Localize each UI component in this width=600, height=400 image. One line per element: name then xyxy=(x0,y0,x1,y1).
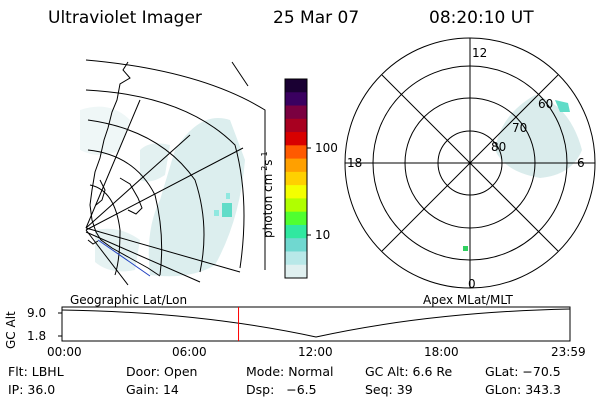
geographic-panel-label: Geographic Lat/Lon xyxy=(70,293,188,307)
colorbar-stripe xyxy=(285,198,307,213)
colorbar-tick-10: 10 xyxy=(315,228,331,242)
colorbar-stripe xyxy=(285,211,307,226)
colorbar-stripe xyxy=(285,171,307,186)
mlat-label-70: 70 xyxy=(512,121,528,135)
status-filter: Flt: LBHL xyxy=(8,364,64,379)
status-gain: Gain: 14 xyxy=(126,382,179,397)
status-mode: Mode: Normal xyxy=(246,364,334,379)
colorbar-stripe xyxy=(285,158,307,173)
time-tick-2359: 23:59 xyxy=(551,345,586,359)
colorbar-tick-100: 100 xyxy=(315,141,338,155)
observation-date: 25 Mar 07 xyxy=(273,8,360,28)
emission-highlights-left xyxy=(214,193,232,217)
colorbar-stripe xyxy=(285,118,307,133)
status-glat: GLat: −70.5 xyxy=(485,364,561,379)
colorbar-stripe xyxy=(285,238,307,252)
mlt-label-18: 18 xyxy=(347,156,363,170)
polar-plot xyxy=(344,37,596,289)
altitude-tick-low: 1.8 xyxy=(27,329,47,343)
altitude-axis-label: GC Alt xyxy=(4,311,18,349)
colorbar-stripe xyxy=(285,224,307,239)
mlt-label-6: 6 xyxy=(577,156,585,170)
auroral-emission-left xyxy=(80,106,245,277)
instrument-title: Ultraviolet Imager xyxy=(48,8,202,28)
colorbar-stripe xyxy=(285,132,307,146)
observation-time: 08:20:10 UT xyxy=(429,8,534,28)
apex-panel-label: Apex MLat/MLT xyxy=(423,293,513,307)
mlat-label-60: 60 xyxy=(538,97,554,111)
colorbar xyxy=(284,78,311,279)
time-tick-0000: 00:00 xyxy=(47,345,82,359)
status-ip: IP: 36.0 xyxy=(8,382,56,397)
status-dsp: Dsp: −6.5 xyxy=(246,382,317,397)
mlat-label-80: 80 xyxy=(491,140,507,154)
status-glon: GLon: 343.3 xyxy=(485,382,561,397)
altitude-tick-high: 9.0 xyxy=(27,306,47,320)
colorbar-label: photon cm-2s-1 xyxy=(260,151,275,238)
colorbar-stripe xyxy=(285,185,307,199)
colorbar-stripe xyxy=(285,145,307,160)
time-tick-0600: 06:00 xyxy=(172,345,207,359)
altitude-plot xyxy=(58,306,571,342)
colorbar-stripe xyxy=(285,251,307,266)
emission-dot xyxy=(463,246,468,251)
colorbar-stripe xyxy=(285,264,307,279)
mlt-label-0: 0 xyxy=(468,277,476,291)
time-tick-1200: 12:00 xyxy=(298,345,333,359)
geographic-map xyxy=(80,59,266,286)
colorbar-stripe xyxy=(285,92,307,107)
colorbar-stripe xyxy=(285,105,307,120)
time-tick-1800: 18:00 xyxy=(424,345,459,359)
status-door: Door: Open xyxy=(126,364,198,379)
status-seq: Seq: 39 xyxy=(365,382,413,397)
mlt-label-12: 12 xyxy=(472,46,488,60)
status-gc-alt: GC Alt: 6.6 Re xyxy=(365,364,453,379)
colorbar-stripe xyxy=(285,79,307,93)
